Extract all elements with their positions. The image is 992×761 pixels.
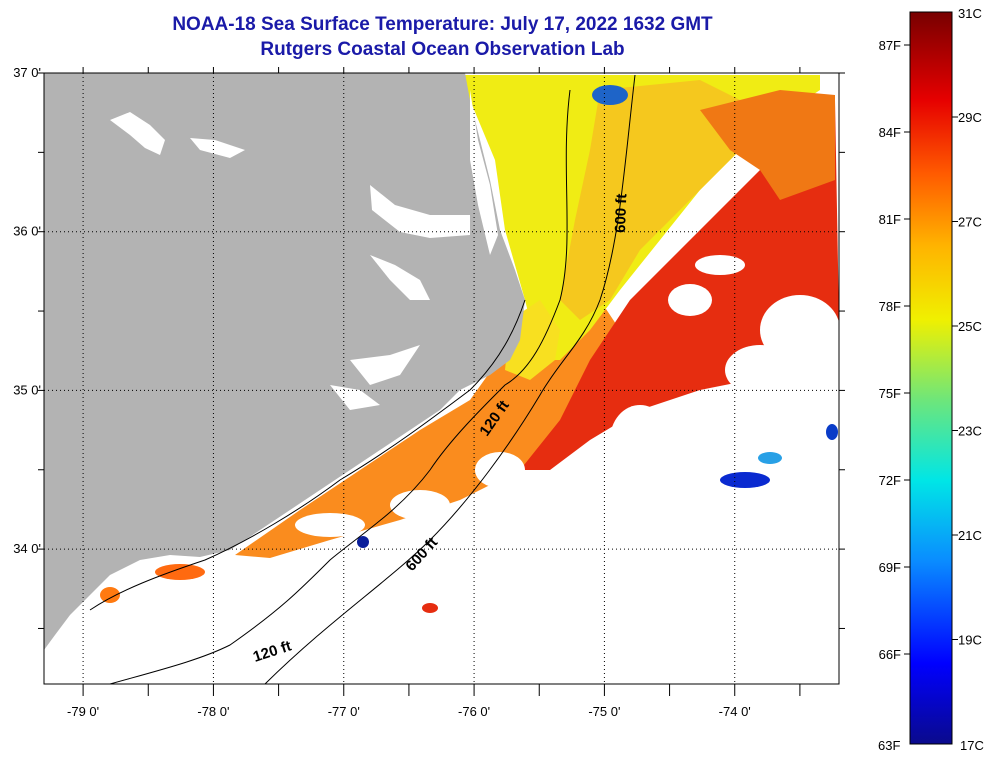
sst-orange-east xyxy=(700,90,835,200)
lon-tick-label: -77 0' xyxy=(328,704,360,719)
lat-tick-label: 37 0' xyxy=(13,65,41,80)
contour-label-600ft-north: 600 ft xyxy=(612,193,630,233)
colorbar-c-label: 29C xyxy=(958,110,982,125)
colorbar-f-label: 72F xyxy=(879,473,901,488)
colorbar-f-label: 66F xyxy=(879,647,901,662)
lon-tick-label: -76 0' xyxy=(458,704,490,719)
map-frame xyxy=(43,72,840,685)
colorbar-f-label: 81F xyxy=(879,212,901,227)
colorbar-c-label: 25C xyxy=(958,319,982,334)
lat-tick-label: 34 0' xyxy=(13,541,41,556)
cloud-gaps xyxy=(295,255,839,537)
lon-tick-label: -74 0' xyxy=(719,704,751,719)
lon-tick-label: -75 0' xyxy=(588,704,620,719)
colorbar-c-label: 19C xyxy=(958,633,982,648)
colorbar-f-label: 84F xyxy=(879,125,901,140)
lat-tick-label: 35 0' xyxy=(13,382,41,397)
colorbar-f-label: 78F xyxy=(879,299,901,314)
colorbar-c-label: 23C xyxy=(958,424,982,439)
sst-yellow-orange-band xyxy=(560,80,760,320)
cold-patches xyxy=(100,85,838,613)
bathymetry-contours xyxy=(89,74,636,684)
colorbar-f-label: 69F xyxy=(879,560,901,575)
colorbar-top-celsius: 31C xyxy=(958,6,982,21)
colorbar-bottom-celsius: 17C xyxy=(960,738,984,753)
contour-120ft xyxy=(109,89,571,684)
colorbar-c-label: 27C xyxy=(958,215,982,230)
colorbar-f-label: 87F xyxy=(879,38,901,53)
colorbar-gradient xyxy=(909,11,953,745)
lat-tick-label: 36 0' xyxy=(13,224,41,239)
colorbar-f-label: 75F xyxy=(879,386,901,401)
graticule xyxy=(44,73,839,684)
axis-ticks xyxy=(38,67,845,696)
axis-labels: 37 0' 36 0' 35 0' 34 0' -79 0' -78 0' -77 0' -7… xyxy=(13,65,751,719)
lon-tick-label: -78 0' xyxy=(197,704,229,719)
estuaries xyxy=(110,90,498,410)
colorbar-bottom-fahrenheit: 63F xyxy=(878,738,900,753)
lon-tick-label: -79 0' xyxy=(67,704,99,719)
map-subtitle: Rutgers Coastal Ocean Observation Lab xyxy=(260,39,625,60)
map-title: NOAA-18 Sea Surface Temperature: July 17… xyxy=(172,14,713,35)
colorbar-c-label: 21C xyxy=(958,528,982,543)
colorbar-ticks: 87F 84F 81F 78F 75F 72F 69F 66F 29C 27C 25C 23C 21C 1… xyxy=(879,38,982,662)
sst-gulf-stream xyxy=(520,100,839,470)
contour-600ft xyxy=(264,74,636,684)
